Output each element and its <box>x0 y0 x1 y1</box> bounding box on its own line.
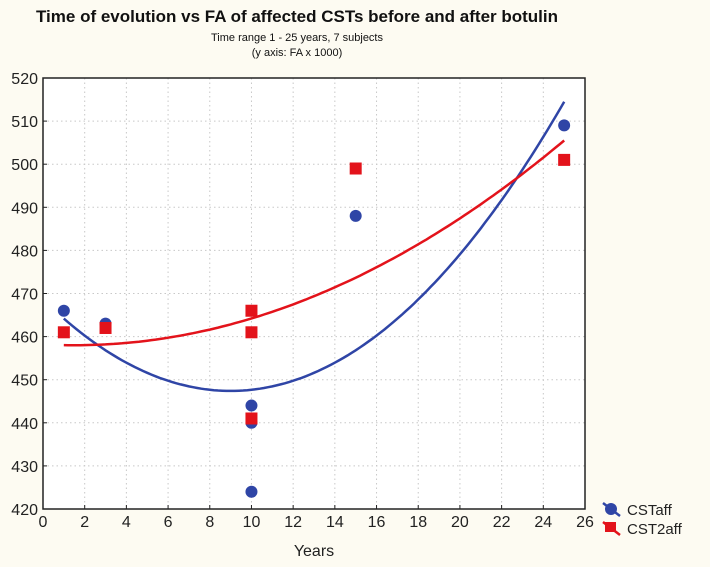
x-tick-label: 4 <box>122 514 131 531</box>
chart-subtitle-line-2: (y axis: FA x 1000) <box>252 47 342 59</box>
point-cst2aff <box>558 153 571 166</box>
point-cst2aff <box>349 162 362 175</box>
legend-label-cst2aff: CST2aff <box>627 521 683 538</box>
y-tick-label: 500 <box>11 157 38 174</box>
y-tick-label: 460 <box>11 330 38 347</box>
y-tick-label: 440 <box>11 416 38 433</box>
legend-item-cstaff: CSTaff <box>602 502 673 519</box>
y-tick-label: 470 <box>11 287 38 304</box>
x-tick-label: 14 <box>326 514 344 531</box>
y-tick-label: 490 <box>11 200 38 217</box>
gridlines <box>43 78 585 509</box>
x-tick-label: 10 <box>243 514 261 531</box>
point-cst2aff <box>99 321 112 334</box>
fit-curves <box>62 101 566 393</box>
x-tick-label: 2 <box>80 514 89 531</box>
chart-title: Time of evolution vs FA of affected CSTs… <box>36 7 558 26</box>
x-tick-label: 0 <box>39 514 48 531</box>
y-tick-label: 520 <box>11 71 38 88</box>
point-cstaff <box>245 485 258 498</box>
x-tick-label: 16 <box>368 514 386 531</box>
x-tick-label: 20 <box>451 514 469 531</box>
x-axis-label: Years <box>294 543 334 560</box>
legend-marker-cst2aff <box>605 522 616 532</box>
chart-subtitle-line-1: Time range 1 - 25 years, 7 subjects <box>211 32 384 44</box>
fit-curve-cst2aff <box>63 139 566 347</box>
x-axis: 0 2 4 6 8 10 12 14 16 18 20 22 24 26 <box>39 505 594 531</box>
x-tick-label: 26 <box>576 514 594 531</box>
point-cstaff <box>349 209 362 222</box>
y-tick-label: 480 <box>11 243 38 260</box>
y-tick-label: 420 <box>11 502 38 519</box>
x-tick-label: 18 <box>409 514 427 531</box>
x-tick-label: 12 <box>284 514 302 531</box>
point-cst2aff <box>245 304 258 317</box>
y-axis: 420 430 440 450 460 470 480 490 500 510 520 <box>11 71 47 519</box>
point-cstaff <box>57 304 70 317</box>
data-points <box>57 119 571 498</box>
point-cst2aff <box>245 412 258 425</box>
legend-marker-cstaff <box>605 503 617 515</box>
legend-item-cst2aff: CST2aff <box>602 521 683 538</box>
x-tick-label: 6 <box>164 514 173 531</box>
y-tick-label: 450 <box>11 373 38 390</box>
legend: CSTaff CST2aff <box>602 502 683 538</box>
x-tick-label: 8 <box>205 514 214 531</box>
point-cst2aff <box>57 326 70 339</box>
x-tick-label: 24 <box>534 514 552 531</box>
fit-curve-cstaff <box>62 101 566 393</box>
point-cst2aff <box>245 326 258 339</box>
x-tick-label: 22 <box>493 514 511 531</box>
y-tick-label: 510 <box>11 114 38 131</box>
legend-label-cstaff: CSTaff <box>627 502 673 519</box>
point-cstaff <box>558 119 571 132</box>
y-tick-label: 430 <box>11 459 38 476</box>
point-cstaff <box>245 399 258 412</box>
